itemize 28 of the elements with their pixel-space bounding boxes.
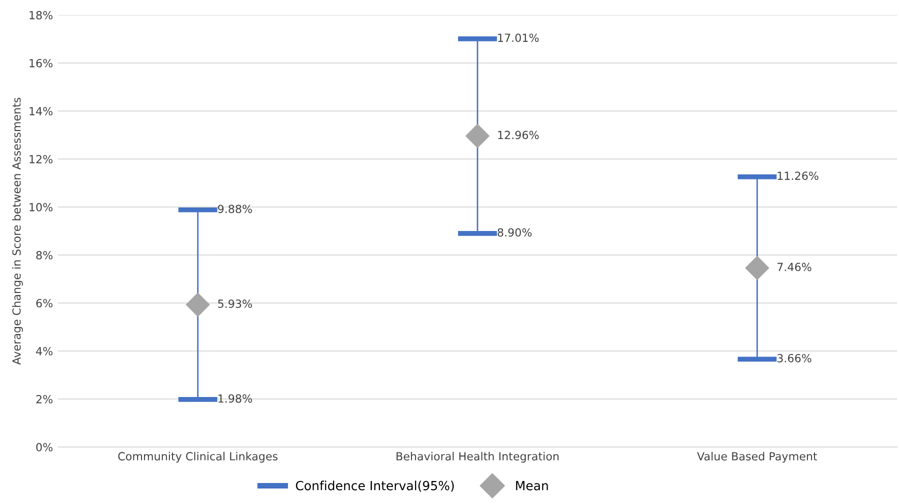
y-tick-label: 14%	[30, 106, 53, 116]
data-label: 7.46%	[778, 262, 812, 272]
annotation: 1.98%	[218, 394, 252, 403]
point	[186, 292, 210, 317]
y-tick-label: 0%	[36, 442, 53, 452]
legend-label: Mean	[516, 481, 548, 490]
y-tick-label: 18%	[30, 10, 53, 20]
y-tick-label: 8%	[36, 250, 53, 260]
data-label: 5.93%	[218, 300, 252, 308]
annotation: 17.01%	[498, 34, 539, 42]
point	[745, 256, 770, 280]
annotation: 9.88%	[218, 204, 252, 214]
y-tick-label: 16%	[30, 58, 53, 68]
annotation: 8.90%	[498, 228, 532, 237]
legend-label: Confidence Interval(95%)	[296, 480, 454, 492]
x-tick-label: Behavioral Health Integration	[396, 452, 559, 463]
y-axis-title: Average Change in Score between Assessments	[12, 98, 23, 365]
x-tick-label: Community Clinical Linkages	[118, 452, 278, 463]
y-tick-label: 2%	[36, 394, 53, 404]
annotation: 3.66%	[777, 354, 812, 362]
data-label: 12.96%	[498, 130, 539, 140]
y-tick-label: 4%	[36, 346, 53, 356]
y-tick-label: 10%	[30, 202, 53, 212]
y-tick-label: 12%	[30, 154, 53, 164]
point	[466, 124, 490, 148]
annotation: 11.26%	[778, 172, 818, 180]
x-tick-label: Value Based Payment	[697, 452, 818, 463]
y-tick-label: 6%	[36, 298, 53, 308]
